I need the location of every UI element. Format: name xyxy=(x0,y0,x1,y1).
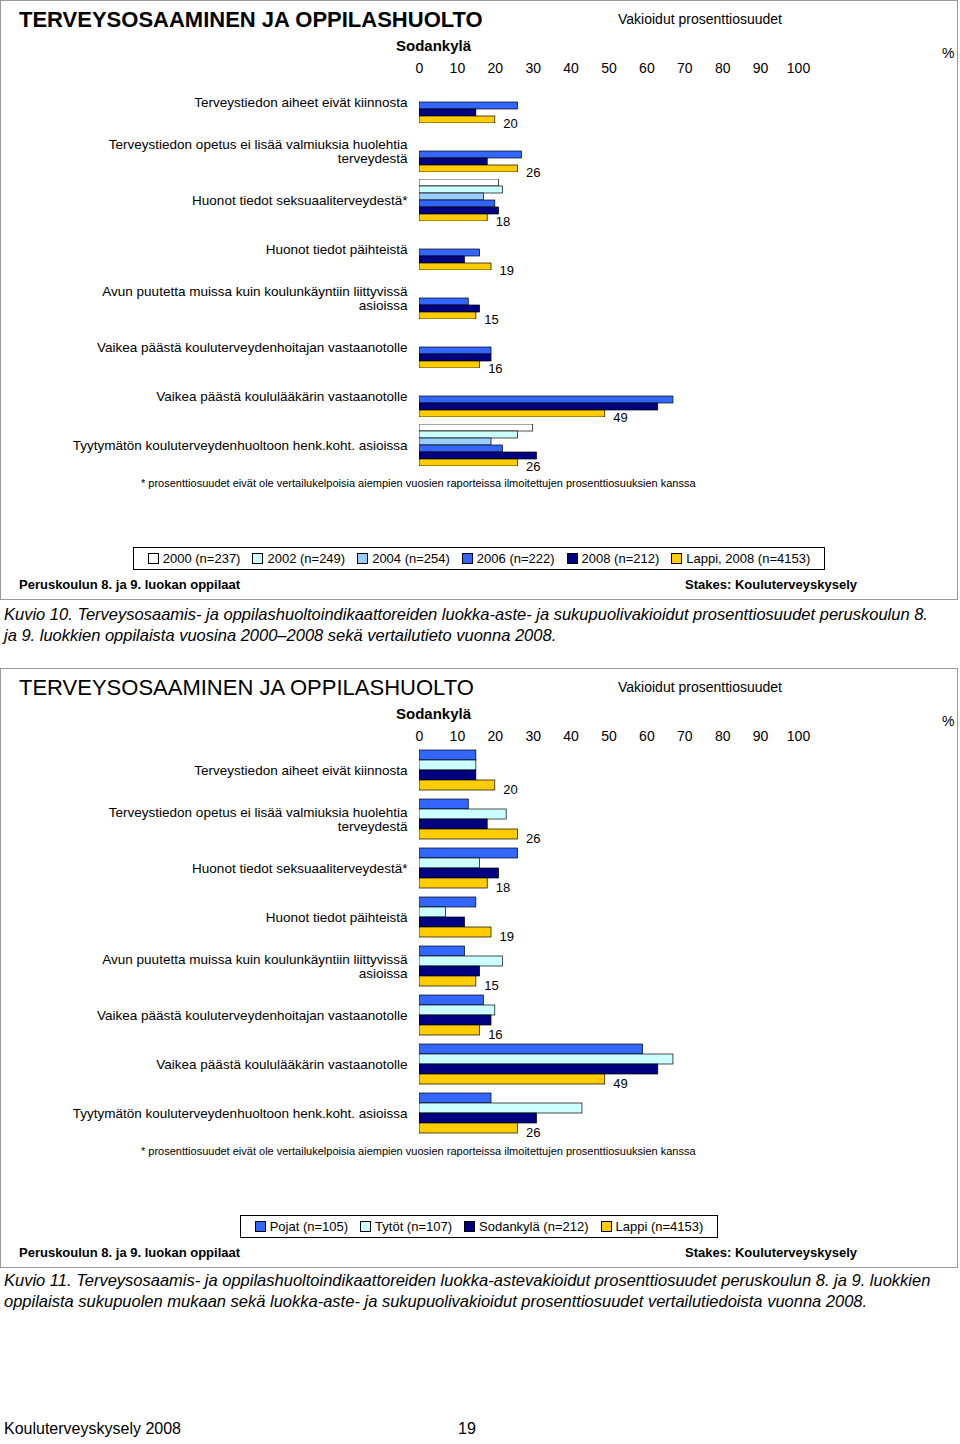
svg-text:26: 26 xyxy=(526,831,540,846)
html-text:* prosenttiosuudet eivät ole v: * prosenttiosuudet eivät ole vertailukel… xyxy=(141,1145,696,1157)
svg-text:80: 80 xyxy=(715,728,731,744)
svg-text:18: 18 xyxy=(496,880,510,895)
svg-text:30: 30 xyxy=(525,728,541,744)
svg-text:Vaikea päästä koululääkärin va: Vaikea päästä koululääkärin vastaanotoll… xyxy=(156,1057,407,1072)
svg-text:40: 40 xyxy=(563,60,579,76)
svg-text:26: 26 xyxy=(526,1125,540,1140)
svg-text:Vaikea päästä kouluterveydenho: Vaikea päästä kouluterveydenhoitajan vas… xyxy=(97,340,407,355)
svg-text:Terveystiedon aiheet eivät kii: Terveystiedon aiheet eivät kiinnosta xyxy=(194,763,408,778)
svg-text:20: 20 xyxy=(503,116,517,131)
html-text:Stakes: Kouluterveyskysely: Stakes: Kouluterveyskysely xyxy=(685,577,857,592)
svg-text:18: 18 xyxy=(496,214,510,229)
html-text:Sodankylä: Sodankylä xyxy=(396,37,471,54)
svg-text:60: 60 xyxy=(639,728,655,744)
svg-text:90: 90 xyxy=(753,60,769,76)
html-text:Tytöt (n=107): Tytöt (n=107) xyxy=(375,1219,452,1234)
svg-text:0: 0 xyxy=(416,728,424,744)
svg-text:16: 16 xyxy=(488,1027,502,1042)
html-text:Vakioidut prosenttiosuudet: Vakioidut prosenttiosuudet xyxy=(618,679,782,695)
svg-text:Huonot tiedot seksuaaliterveyd: Huonot tiedot seksuaaliterveydestä* xyxy=(192,861,408,876)
svg-text:Vaikea päästä kouluterveydenho: Vaikea päästä kouluterveydenhoitajan vas… xyxy=(97,1008,407,1023)
html-text:Kouluterveyskysely 2008: Kouluterveyskysely 2008 xyxy=(4,1420,181,1437)
svg-text:Huonot tiedot päihteistä: Huonot tiedot päihteistä xyxy=(266,242,408,257)
svg-text:10: 10 xyxy=(450,728,466,744)
html-text:TERVEYSOSAAMINEN JA OPPILASHUO: TERVEYSOSAAMINEN JA OPPILASHUOLTO xyxy=(19,7,483,32)
html-text:Pojat (n=105): Pojat (n=105) xyxy=(269,1219,349,1234)
html-text:Peruskoulun 8. ja 9. luokan op: Peruskoulun 8. ja 9. luokan oppilaat xyxy=(19,1245,241,1260)
html-text:Lappi, 2008 (n=4153): Lappi, 2008 (n=4153) xyxy=(686,551,811,566)
svg-text:50: 50 xyxy=(601,728,617,744)
svg-text:20: 20 xyxy=(503,782,517,797)
svg-text:26: 26 xyxy=(526,165,540,180)
svg-text:16: 16 xyxy=(488,361,502,376)
svg-text:30: 30 xyxy=(525,60,541,76)
html-text:Kuvio 11. Terveysosaamis- ja o: Kuvio 11. Terveysosaamis- ja oppilashuol… xyxy=(4,1271,931,1310)
svg-text:49: 49 xyxy=(613,410,627,425)
html-text:2006 (n=222): 2006 (n=222) xyxy=(476,551,555,566)
svg-text:20: 20 xyxy=(488,60,504,76)
html-text:* prosenttiosuudet eivät ole v: * prosenttiosuudet eivät ole vertailukel… xyxy=(141,477,696,489)
html-text:Lappi (n=4153): Lappi (n=4153) xyxy=(615,1219,704,1234)
svg-text:50: 50 xyxy=(601,60,617,76)
svg-text:Avun puutetta muissa kuin koul: Avun puutetta muissa kuin koulunkäyntiin… xyxy=(102,952,408,981)
html-text:Peruskoulun 8. ja 9. luokan op: Peruskoulun 8. ja 9. luokan oppilaat xyxy=(19,577,241,592)
svg-text:70: 70 xyxy=(677,728,693,744)
html-text:Kuvio 10. Terveysosaamis- ja o: Kuvio 10. Terveysosaamis- ja oppilashuol… xyxy=(4,605,928,644)
svg-text:10: 10 xyxy=(450,60,466,76)
html-text:2002 (n=249): 2002 (n=249) xyxy=(267,551,346,566)
svg-text:80: 80 xyxy=(715,60,731,76)
html-text:19: 19 xyxy=(458,1420,476,1437)
svg-text:60: 60 xyxy=(639,60,655,76)
svg-text:40: 40 xyxy=(563,728,579,744)
svg-text:%: % xyxy=(942,45,954,61)
svg-text:Terveystiedon opetus ei lisää: Terveystiedon opetus ei lisää valmiuksia… xyxy=(109,805,408,834)
svg-text:Terveystiedon opetus ei lisää: Terveystiedon opetus ei lisää valmiuksia… xyxy=(109,137,408,166)
svg-text:Vaikea päästä koululääkärin va: Vaikea päästä koululääkärin vastaanotoll… xyxy=(156,389,407,404)
svg-text:100: 100 xyxy=(787,728,811,744)
svg-text:100: 100 xyxy=(787,60,811,76)
svg-text:15: 15 xyxy=(484,312,498,327)
svg-text:70: 70 xyxy=(677,60,693,76)
svg-text:0: 0 xyxy=(416,60,424,76)
svg-text:26: 26 xyxy=(526,459,540,473)
svg-text:Huonot tiedot päihteistä: Huonot tiedot päihteistä xyxy=(266,910,408,925)
svg-text:Tyytymätön kouluterveydenhuolt: Tyytymätön kouluterveydenhuoltoon henk.k… xyxy=(73,438,408,453)
svg-text:Tyytymätön kouluterveydenhuolt: Tyytymätön kouluterveydenhuoltoon henk.k… xyxy=(73,1106,408,1121)
html-text:Sodankylä (n=212): Sodankylä (n=212) xyxy=(479,1219,589,1234)
html-text:2008 (n=212): 2008 (n=212) xyxy=(581,551,660,566)
svg-text:Avun puutetta muissa kuin koul: Avun puutetta muissa kuin koulunkäyntiin… xyxy=(102,284,408,313)
html-text:Sodankylä: Sodankylä xyxy=(396,705,471,722)
svg-text:19: 19 xyxy=(500,263,514,278)
svg-text:19: 19 xyxy=(500,929,514,944)
html-text:TERVEYSOSAAMINEN JA OPPILASHUO: TERVEYSOSAAMINEN JA OPPILASHUOLTO xyxy=(19,675,474,700)
svg-text:15: 15 xyxy=(484,978,498,993)
svg-text:90: 90 xyxy=(753,728,769,744)
html-text:Stakes: Kouluterveyskysely: Stakes: Kouluterveyskysely xyxy=(685,1245,857,1260)
svg-text:Huonot tiedot seksuaaliterveyd: Huonot tiedot seksuaaliterveydestä* xyxy=(192,193,408,208)
svg-text:49: 49 xyxy=(613,1076,627,1091)
svg-text:Terveystiedon aiheet eivät kii: Terveystiedon aiheet eivät kiinnosta xyxy=(194,95,408,110)
html-text:Vakioidut prosenttiosuudet: Vakioidut prosenttiosuudet xyxy=(618,11,782,27)
svg-text:%: % xyxy=(942,713,954,729)
html-text:2000 (n=237): 2000 (n=237) xyxy=(162,551,241,566)
svg-text:20: 20 xyxy=(488,728,504,744)
html-text:2004 (n=254): 2004 (n=254) xyxy=(372,551,450,566)
